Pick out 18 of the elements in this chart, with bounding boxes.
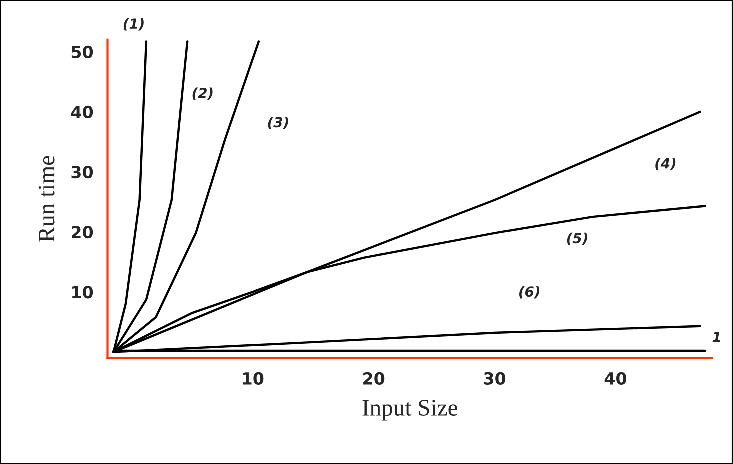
y-tick-label: 10 [72,286,94,299]
x-tick-label: 20 [364,372,385,385]
x-axis-title: Input Size [362,400,458,421]
series-label: (5) [567,232,588,246]
series-label: (1) [124,18,144,31]
text: (3) [268,116,288,130]
x-tick-label: 40 [604,372,627,385]
y-axis-title: Run time [38,156,55,242]
y-tick-label: 50 [72,46,94,58]
series-label: (4) [656,158,676,170]
y-tick-label: 40 [71,106,94,119]
x-tick-label: 30 [484,372,506,385]
series-label: (2) [192,88,213,100]
y-tick-label: 30 [72,166,94,179]
x-tick-label: 10 [243,372,264,385]
y-tick-label: 20 [72,226,94,239]
series-label: 1 [712,332,720,342]
text: (6) [520,286,540,299]
